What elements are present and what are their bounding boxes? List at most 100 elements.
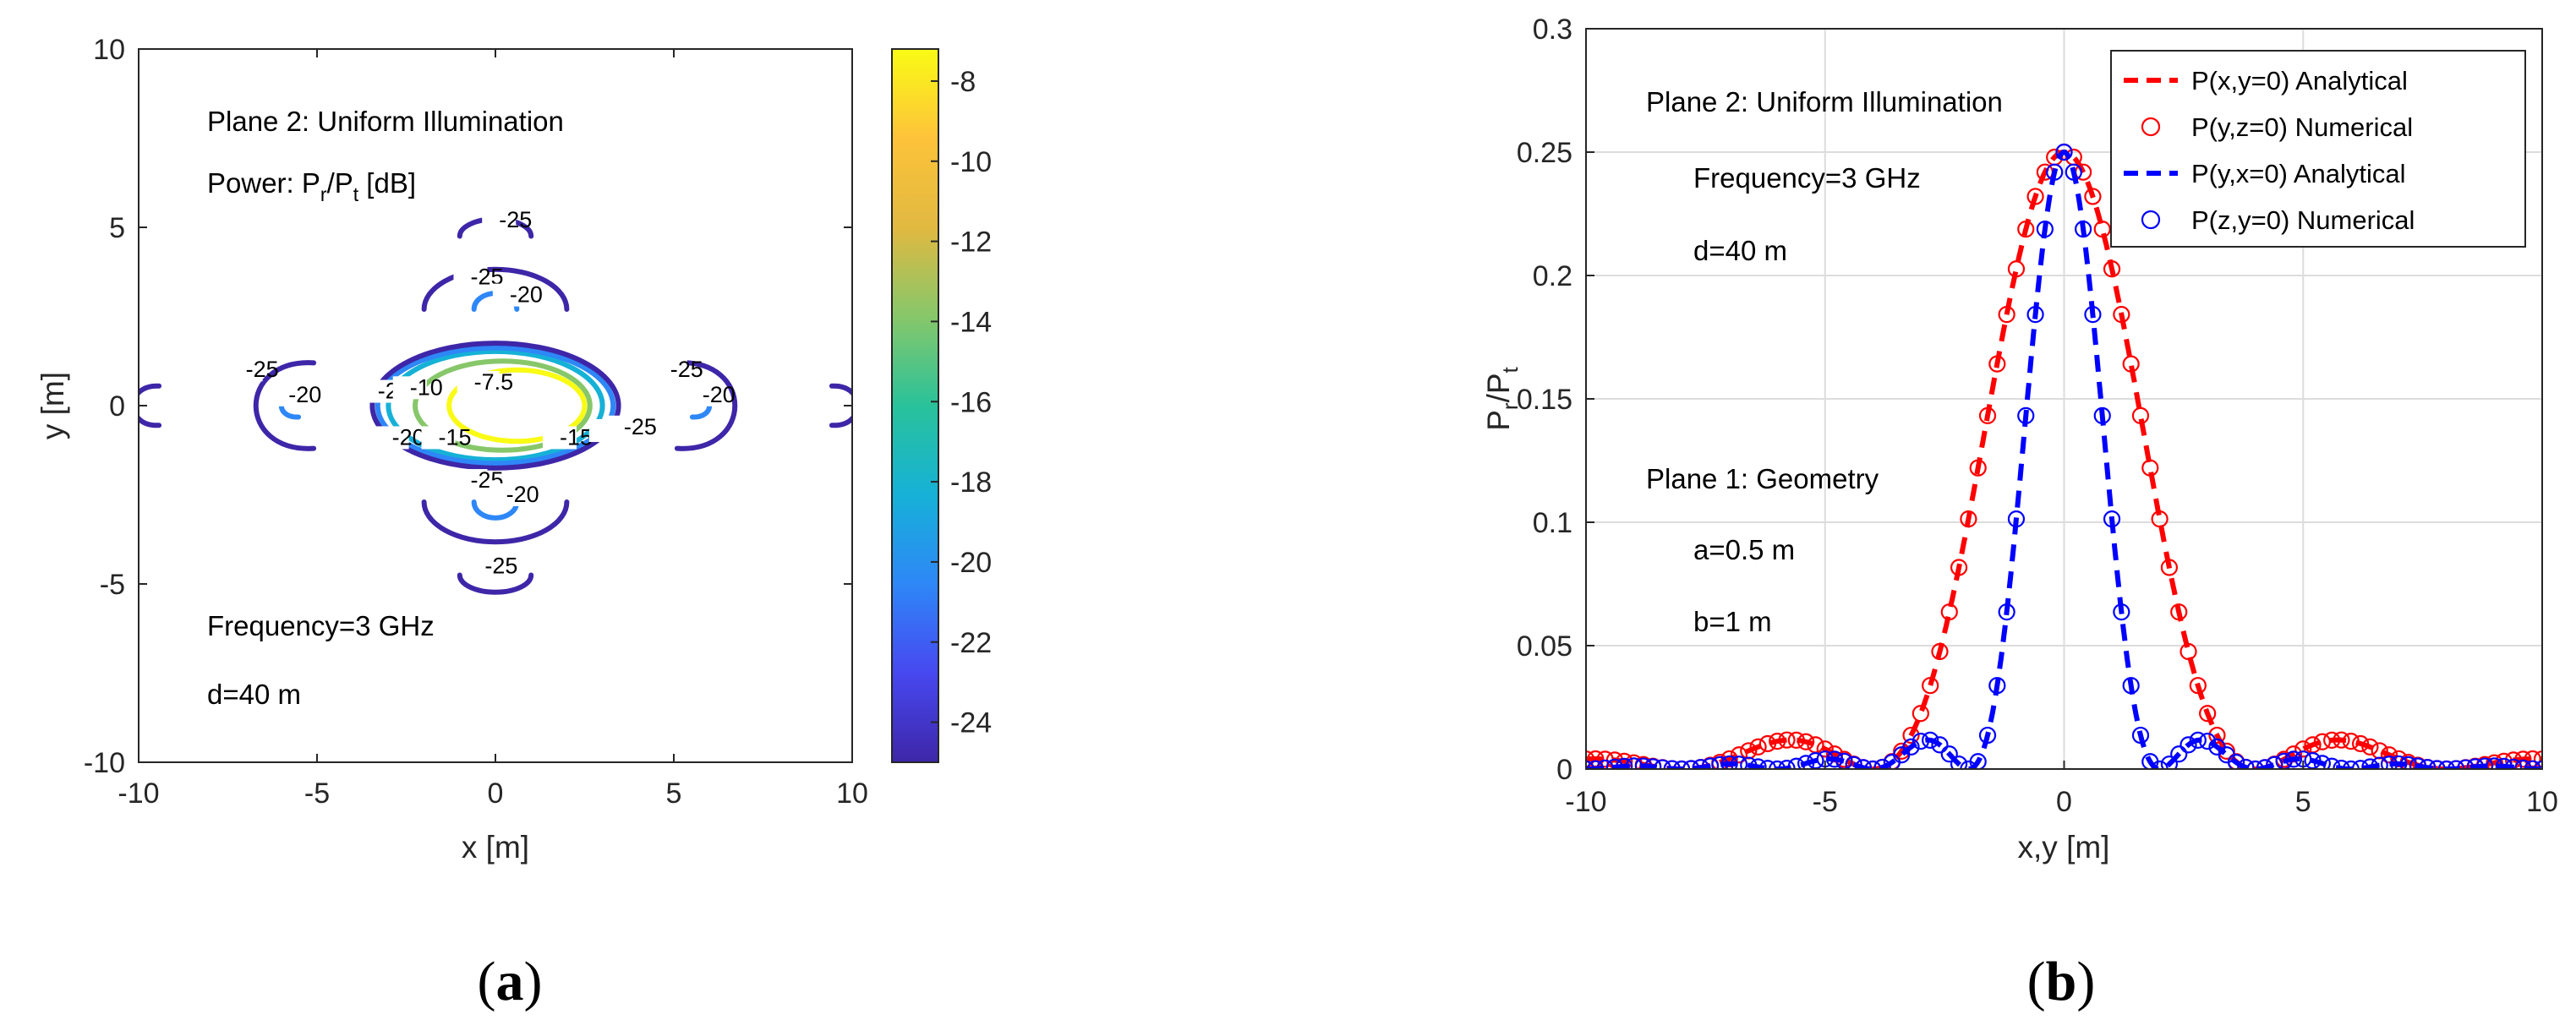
caption-b: (b): [2027, 951, 2096, 1012]
line-ylabel: Pr/Pt: [1481, 366, 1523, 430]
y-tick-label: -5: [100, 569, 125, 601]
series-marker: [2294, 740, 2312, 758]
series-marker: [2199, 705, 2217, 723]
series-marker: [1730, 756, 1748, 769]
colorbar-tick-label: -12: [950, 226, 992, 259]
x-tick-label: -5: [304, 777, 330, 810]
series-marker: [2017, 221, 2035, 238]
contour-label-bg: [606, 415, 641, 439]
y-tick-label: 0.15: [1517, 384, 1572, 416]
series-marker: [2323, 757, 2341, 769]
series-marker: [2160, 756, 2179, 769]
series-marker: [1940, 603, 1958, 621]
series-marker: [2093, 221, 2111, 238]
colorbar-tick-label: -22: [950, 627, 992, 659]
series-marker: [1978, 406, 1997, 424]
contour-label-bg: [360, 379, 395, 403]
series-marker: [1988, 355, 2006, 373]
series-marker: [2256, 759, 2274, 769]
series-marker: [1625, 757, 1643, 769]
series-line: [1586, 149, 2542, 769]
y-tick-label: 5: [109, 212, 125, 244]
contour-label: -25: [484, 553, 517, 578]
series-marker: [2476, 757, 2494, 769]
x-tick-label: 0: [488, 777, 504, 810]
series-marker: [2284, 750, 2303, 768]
series-marker: [2141, 459, 2159, 477]
line-xlabel: x,y [m]: [2018, 830, 2110, 865]
x-tick-label: 10: [836, 777, 868, 810]
series-marker: [2170, 603, 2188, 621]
x-tick-label: 0: [2056, 786, 2072, 818]
series-marker: [1969, 459, 1987, 477]
series-marker: [2380, 746, 2398, 764]
series-marker: [2486, 757, 2503, 769]
contour-plot-area: [139, 49, 852, 762]
series-marker: [1940, 745, 1958, 763]
series-marker: [1988, 677, 2006, 695]
series-marker: [2122, 677, 2140, 695]
series-marker: [1692, 759, 1709, 769]
colorbar-tick-label: -24: [950, 707, 992, 739]
x-tick-label: 5: [666, 777, 682, 810]
series-marker: [1644, 758, 1662, 769]
series-marker: [2017, 406, 2035, 424]
series-marker: [2075, 221, 2092, 238]
line-annot-b: b=1 m: [1693, 606, 1772, 637]
contour-label: -20: [510, 282, 543, 308]
series-marker: [1797, 755, 1815, 769]
series-marker: [1873, 758, 1891, 769]
series-marker: [1634, 757, 1652, 769]
series-marker: [1616, 757, 1633, 769]
series-marker: [2103, 510, 2121, 528]
contour-label-bg: [457, 371, 500, 395]
series-marker: [1816, 740, 1834, 758]
y-tick-label: 0: [109, 390, 125, 423]
series-marker: [2131, 406, 2150, 424]
contour-label: -25: [499, 207, 532, 232]
contour-label-bg: [685, 383, 719, 406]
series-marker: [1720, 755, 1738, 769]
x-tick-label: -10: [118, 777, 159, 810]
series-marker: [1911, 705, 1929, 723]
y-tick-label: 0.2: [1533, 260, 1572, 292]
line-annot-frequency: Frequency=3 GHz: [1693, 162, 1921, 194]
series-marker: [1758, 734, 1776, 753]
series-marker: [2419, 759, 2437, 769]
series-marker: [2266, 756, 2283, 769]
series-marker: [1749, 758, 1767, 769]
contour-line: [413, 358, 593, 453]
series-marker: [1605, 758, 1624, 769]
series-marker: [2361, 758, 2379, 769]
series-marker: [2084, 306, 2102, 324]
series-marker: [2113, 306, 2130, 324]
series-marker: [1673, 760, 1691, 769]
series-marker: [2026, 188, 2044, 205]
series-marker: [1740, 756, 1758, 769]
y-tick-label: 0.1: [1533, 507, 1572, 539]
x-tick-label: 5: [2295, 786, 2311, 818]
legend-label: P(z,y=0) Numerical: [2191, 205, 2415, 235]
y-tick-label: -10: [84, 747, 125, 779]
series-marker: [1596, 759, 1614, 769]
contour-line: [457, 572, 534, 595]
series-marker: [2103, 260, 2121, 278]
series-marker: [2007, 260, 2026, 278]
series-marker: [2151, 760, 2169, 769]
legend-label: P(x,y=0) Analytical: [2191, 66, 2408, 95]
contour-annot-distance: d=40 m: [207, 679, 301, 710]
series-marker: [2084, 188, 2102, 205]
contour-line: [369, 341, 621, 471]
contour-line: [471, 499, 520, 521]
series-marker: [1978, 726, 1997, 745]
series-marker: [2333, 731, 2350, 749]
series-marker: [2151, 510, 2169, 528]
series-marker: [2342, 760, 2360, 769]
x-tick-label: -5: [1813, 786, 1838, 818]
contour-label: -7.5: [474, 369, 514, 395]
series-marker: [2361, 738, 2379, 756]
contour-xlabel: x [m]: [462, 830, 529, 865]
series-marker: [1911, 733, 1929, 750]
series-marker: [2036, 221, 2054, 238]
